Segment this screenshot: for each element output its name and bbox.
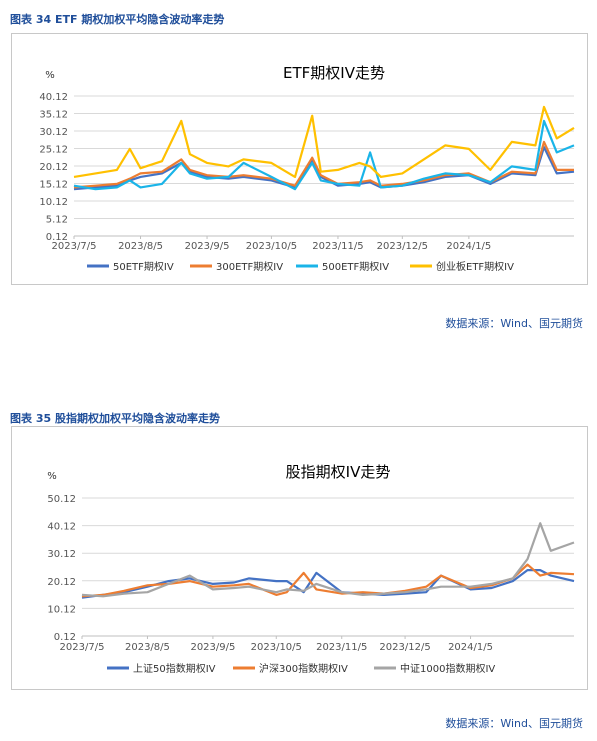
series-line-2: [73, 140, 574, 189]
x-tick-label: 2023/8/5: [125, 642, 170, 653]
y-tick-label: 25.12: [39, 145, 68, 156]
y-axis-unit: %: [47, 471, 57, 482]
figure-35-caption: 图表 35 股指期权加权平均隐含波动率走势: [10, 412, 220, 425]
x-tick-label: 2023/11/5: [312, 241, 363, 252]
x-tick-label: 2023/9/5: [185, 241, 230, 252]
x-tick-label: 2023/8/5: [118, 241, 163, 252]
y-tick-label: 40.12: [39, 92, 68, 103]
legend-label-1: 50ETF期权IV: [113, 260, 174, 273]
chart-title: 股指期权IV走势: [286, 463, 391, 481]
y-tick-label: 20.12: [39, 162, 68, 173]
etf-iv-chart: ETF期权IV走势% 40.12 35.12 30.12 25.12 20.12 15.12…: [39, 64, 575, 273]
series-line-1: [73, 146, 575, 191]
x-tick-label: 2023/10/5: [246, 241, 297, 252]
x-tick-label: 2024/1/5: [446, 241, 491, 252]
y-tick-label: 50.12: [47, 494, 76, 505]
legend-label-3: 中证1000指数期权IV: [400, 662, 495, 675]
figure-35-source: 数据来源：Wind、国元期货: [445, 717, 583, 730]
x-tick-label: 2023/7/5: [52, 241, 97, 252]
y-tick-label: 15.12: [39, 180, 68, 191]
y-tick-label: 10.12: [39, 197, 68, 208]
figure-34-caption: 图表 34 ETF 期权加权平均隐含波动率走势: [10, 13, 225, 26]
y-tick-label: 30.12: [39, 127, 68, 138]
legend-label-2: 300ETF期权IV: [216, 260, 283, 273]
x-tick-label: 2023/7/5: [60, 642, 105, 653]
legend-label-1: 上证50指数期权IV: [133, 662, 216, 675]
y-axis-unit: %: [45, 70, 55, 81]
x-tick-label: 2023/9/5: [190, 642, 235, 653]
y-tick-label: 35.12: [39, 110, 68, 121]
y-tick-label: 20.12: [47, 577, 76, 588]
series-line-4: [73, 105, 575, 178]
legend-label-4: 创业板ETF期权IV: [436, 260, 514, 273]
y-tick-label: 0.12: [54, 632, 76, 643]
y-tick-label: 30.12: [47, 549, 76, 560]
x-tick-label: 2024/1/5: [448, 642, 493, 653]
x-tick-label: 2023/12/5: [379, 642, 430, 653]
y-tick-label: 40.12: [47, 522, 76, 533]
etf-iv-chart-panel: ETF期权IV走势% 40.12 35.12 30.12 25.12 20.12 15.12…: [11, 33, 588, 285]
y-tick-label: 5.12: [46, 215, 68, 226]
chart-title: ETF期权IV走势: [283, 64, 385, 82]
x-tick-label: 2023/12/5: [377, 241, 428, 252]
figure-34-source: 数据来源：Wind、国元期货: [445, 317, 583, 330]
legend-label-3: 500ETF期权IV: [322, 260, 389, 273]
index-iv-chart: 股指期权IV走势%50.1240.1230.1220.1210.120.1220…: [47, 463, 575, 675]
series-line-1: [81, 569, 575, 599]
index-iv-chart-panel: 股指期权IV走势% 50.12 40.12 30.12 20.12 10.12 0.12 20…: [11, 426, 588, 690]
series-line-3: [73, 119, 575, 191]
x-tick-label: 2023/11/5: [316, 642, 367, 653]
y-tick-label: 0.12: [46, 232, 68, 243]
y-tick-label: 10.12: [47, 604, 76, 615]
series-line-3: [81, 522, 575, 598]
x-tick-label: 2023/10/5: [251, 642, 302, 653]
legend-label-2: 沪深300指数期权IV: [259, 662, 348, 675]
